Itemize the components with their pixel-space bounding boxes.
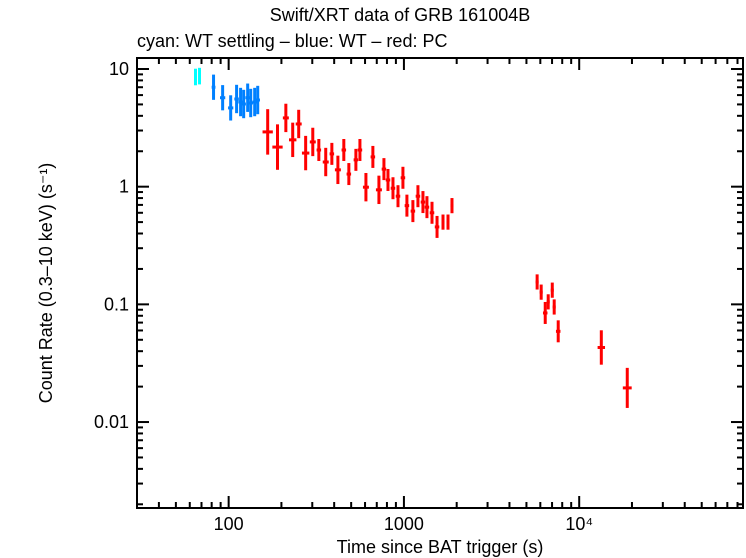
x-axis-label: Time since BAT trigger (s) [337,537,544,557]
data-point [194,68,198,86]
data-point [245,83,250,112]
data-point [552,299,556,315]
data-point [429,201,435,224]
data-point [357,138,363,161]
data-point [248,88,253,118]
data-point [255,85,260,115]
data-point [252,87,257,117]
data-point [395,185,401,208]
data-point [546,294,550,310]
data-point [539,284,543,300]
data-point [295,109,302,139]
data-point [322,147,329,177]
data-point [597,330,606,365]
x-tick-label: 10⁴ [565,514,593,534]
y-tick-label: 10 [109,59,129,79]
data-point [424,196,430,219]
data-point [420,191,426,214]
data-point [334,155,341,185]
data-point [542,301,548,324]
data-point [370,145,376,168]
data-point [198,67,202,85]
data-point [434,215,440,238]
x-tick-label: 1000 [384,514,424,534]
data-point [353,148,359,171]
data-point [329,142,335,165]
data-point [341,138,347,161]
data-point [404,194,410,217]
data-point [550,282,554,298]
data-point [535,274,539,290]
data-point [238,87,243,117]
data-point [622,367,632,408]
data-point [272,124,283,170]
data-point [375,175,382,205]
data-point [288,122,297,158]
data-point [450,198,454,214]
data-point [301,135,310,171]
chart-subtitle: cyan: WT settling – blue: WT – red: PC [137,31,447,51]
data-point [400,166,406,189]
data-point [262,109,273,155]
y-tick-label: 0.01 [94,412,129,432]
data-point [390,177,396,200]
data-point [441,214,445,230]
data-point [555,320,561,343]
data-point [316,138,322,161]
data-point [282,103,289,133]
data-point [362,172,369,202]
data-point [228,95,234,121]
data-point [234,84,239,114]
y-tick-label: 1 [119,177,129,197]
plot-frame [136,57,744,509]
y-tick-label: 0.1 [104,294,129,314]
data-point [241,89,246,119]
data-point [211,74,216,100]
chart-title: Swift/XRT data of GRB 161004B [270,5,530,25]
data-point [385,168,391,191]
data-point [309,127,316,157]
y-axis-label: Count Rate (0.3–10 keV) (s⁻¹) [36,163,56,404]
x-tick-label: 100 [214,514,244,534]
data-point [220,85,226,111]
data-point [410,200,416,223]
data-point [346,163,352,186]
data-point [446,214,450,230]
data-point [415,185,421,208]
data-point [381,158,387,181]
